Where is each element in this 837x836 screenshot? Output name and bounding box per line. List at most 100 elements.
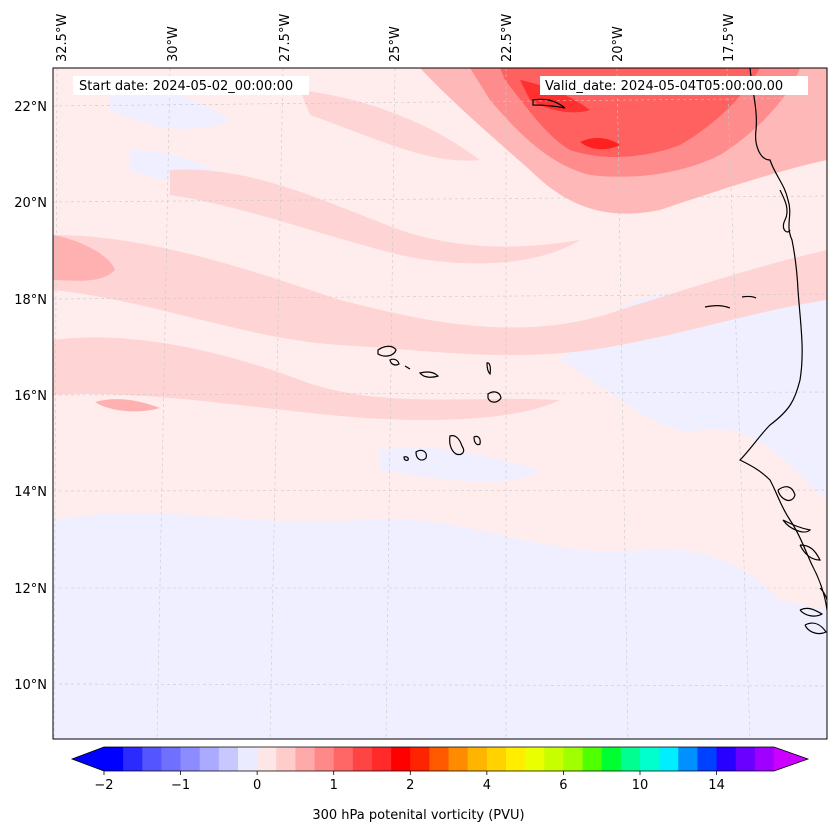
colorbar-segment — [486, 747, 507, 771]
gridline-lon-250 — [385, 68, 396, 739]
colorbar-tick-label: 2 — [406, 778, 414, 793]
colorbar-segment — [314, 747, 335, 771]
colorbar-tick-label: 1 — [330, 778, 338, 793]
colorbar-segment — [372, 747, 392, 771]
colorbar-tick-label: 14 — [708, 778, 725, 793]
lon-label-225: 22.5°W — [500, 14, 515, 62]
lon-labels: 32.5°W 30°W 27.5°W 25°W 22.5°W 20°W 17.5… — [55, 14, 737, 62]
pv-negative-area-mid — [380, 447, 540, 482]
cape-verde-islands — [377, 345, 502, 461]
lat-label-22: 22°N — [14, 100, 47, 115]
lon-label-200: 20°W — [611, 26, 626, 62]
lon-label-250: 25°W — [388, 26, 403, 62]
island-santiago — [449, 435, 465, 456]
colorbar-segment — [429, 747, 450, 771]
pv-patch-southwest — [95, 399, 160, 412]
colorbar-segment — [697, 747, 718, 771]
colorbar-segment — [601, 747, 622, 771]
pv-band-main — [53, 235, 827, 356]
coast-detail-2 — [777, 486, 796, 502]
island-sal — [486, 362, 491, 376]
colorbar-segment — [506, 747, 526, 771]
colorbar-tick-label: −2 — [94, 778, 113, 793]
colorbar-segment — [448, 747, 469, 771]
colorbar-segment — [716, 747, 737, 771]
colorbar-segment — [142, 747, 162, 771]
lat-label-18: 18°N — [14, 293, 47, 308]
africa-coastline — [738, 68, 827, 611]
gridlines — [53, 68, 827, 739]
map-frame — [52, 67, 828, 740]
colorbar-segment — [678, 747, 698, 771]
colorbar-segment — [467, 747, 488, 771]
coast-detail-3 — [782, 519, 812, 533]
colorbar-tick-label: −1 — [171, 778, 190, 793]
island-fogo — [415, 449, 427, 461]
island-santo-antao — [377, 345, 397, 357]
colorbar-tick-label: 4 — [483, 778, 491, 793]
pv-band-north — [170, 169, 580, 264]
colorbar-segment — [218, 747, 239, 771]
colorbar-segment — [199, 747, 220, 771]
coast-detail-5 — [799, 607, 824, 617]
gridline-lon-200 — [616, 68, 629, 739]
coastlines — [532, 68, 827, 635]
colorbar-segment — [161, 747, 182, 771]
lon-label-175: 17.5°W — [722, 14, 737, 62]
pv-field — [53, 68, 827, 739]
gridline-lon-275 — [269, 68, 284, 739]
coast-detail-4 — [799, 544, 821, 561]
pv-band-south — [53, 337, 560, 420]
colorbar-segment — [123, 747, 143, 771]
colorbar-under-arrow — [72, 747, 104, 771]
gridline-lon-300 — [156, 68, 171, 739]
colorbar-segment — [180, 747, 201, 771]
gridline-lon-175 — [726, 68, 751, 739]
colorbar-over-arrow — [774, 747, 808, 771]
coast-detail-6 — [804, 622, 827, 635]
gridline-lon-325 — [53, 68, 58, 739]
island-sao-nicolau — [418, 371, 440, 378]
colorbar-segment — [582, 747, 603, 771]
lon-label-275: 27.5°W — [278, 14, 293, 62]
colorbar-segment — [410, 747, 430, 771]
colorbar-segment — [525, 747, 545, 771]
valid-date-text: Valid_date: 2024-05-04T05:00:00.00 — [545, 79, 783, 94]
lat-label-12: 12°N — [14, 582, 47, 597]
start-date-text: Start date: 2024-05-02_00:00:00 — [79, 79, 293, 94]
pv-patch-west — [53, 235, 115, 281]
colorbar-segment — [257, 747, 277, 771]
colorbar-label: 300 hPa potenital vorticity (PVU) — [312, 808, 525, 823]
coast-detail-9 — [532, 98, 566, 109]
lat-labels: 22°N 20°N 18°N 16°N 14°N 12°N 10°N — [14, 100, 47, 693]
colorbar-segment — [563, 747, 584, 771]
colorbar-segment — [333, 747, 354, 771]
colorbar-segments — [104, 747, 775, 771]
colorbar-segment — [544, 747, 564, 771]
lat-label-20: 20°N — [14, 196, 47, 211]
colorbar-segment — [659, 747, 679, 771]
pv-negative-area-southwest — [53, 647, 311, 739]
colorbar-segment — [295, 747, 316, 771]
coast-detail-1 — [779, 189, 791, 233]
coast-detail-8 — [741, 295, 757, 299]
start-date-box — [73, 76, 309, 95]
colorbar-tick-label: 0 — [253, 778, 261, 793]
colorbar-segment — [754, 747, 775, 771]
island-maio — [473, 435, 481, 446]
island-santa-luzia — [404, 365, 411, 370]
lon-label-300: 30°W — [166, 26, 181, 62]
colorbar-segment — [391, 747, 411, 771]
island-sao-vicente — [389, 358, 400, 366]
colorbar-ticks: −2 −1 0 1 2 4 6 10 14 — [94, 771, 725, 793]
colorbar-segment — [238, 747, 258, 771]
coast-detail-7 — [704, 305, 731, 309]
colorbar-segment — [352, 747, 373, 771]
colorbar-tick-label: 10 — [632, 778, 649, 793]
island-boa-vista — [487, 391, 502, 403]
valid-date-box — [540, 76, 808, 95]
colorbar-segment — [735, 747, 756, 771]
lon-label-325: 32.5°W — [55, 14, 70, 62]
colorbar: −2 −1 0 1 2 4 6 10 14 — [70, 746, 810, 793]
